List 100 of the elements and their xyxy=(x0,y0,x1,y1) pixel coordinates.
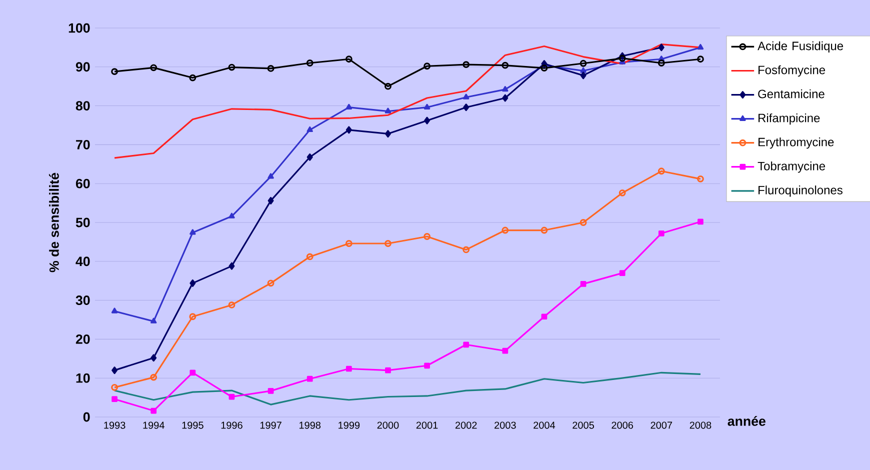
point xyxy=(580,219,587,226)
legend-label: Fluroquinolones xyxy=(758,186,842,197)
point xyxy=(502,226,509,234)
point xyxy=(384,130,391,138)
y-tick-label: 30 xyxy=(76,296,90,306)
point xyxy=(306,126,313,132)
point xyxy=(541,314,548,320)
point xyxy=(502,94,508,102)
point xyxy=(658,44,664,52)
y-tick-label: 80 xyxy=(76,101,90,111)
y-tick-label: 20 xyxy=(76,334,90,344)
point xyxy=(228,212,235,218)
point xyxy=(228,394,235,400)
x-tick-label: 1999 xyxy=(338,422,360,429)
y-tick-label: 70 xyxy=(76,140,90,150)
x-tick-label: 2001 xyxy=(416,422,438,429)
point xyxy=(190,370,196,376)
y-tick-label: 0 xyxy=(83,412,90,422)
point xyxy=(384,108,392,114)
legend-label: Acide Fusidique xyxy=(758,41,844,53)
x-tick-label: 1998 xyxy=(299,422,321,429)
point xyxy=(580,72,586,80)
x-axis-title: année xyxy=(728,416,766,426)
point xyxy=(190,229,196,235)
point xyxy=(462,61,470,68)
point xyxy=(346,366,352,372)
point xyxy=(658,168,665,175)
point xyxy=(384,82,392,90)
point xyxy=(190,279,196,287)
point xyxy=(150,374,158,381)
point xyxy=(658,230,664,236)
point xyxy=(306,376,313,382)
x-tick-label: 1994 xyxy=(143,422,164,429)
point xyxy=(424,104,430,110)
x-tick-label: 1996 xyxy=(221,422,242,429)
x-tick-label: 2006 xyxy=(612,422,634,429)
point xyxy=(385,367,391,374)
x-tick-label: 2002 xyxy=(455,422,477,429)
point xyxy=(580,60,587,67)
point xyxy=(228,64,236,71)
x-tick-label: 2008 xyxy=(690,422,712,429)
x-tick-label: 2005 xyxy=(572,422,594,429)
legend-label: Fosfomycine xyxy=(758,65,826,77)
x-tick-label: 1993 xyxy=(104,422,126,429)
point xyxy=(502,62,509,69)
point xyxy=(150,64,158,72)
x-tick-label: 2004 xyxy=(534,422,556,429)
point xyxy=(150,408,157,414)
point xyxy=(306,153,313,161)
point xyxy=(618,189,626,196)
y-tick-label: 40 xyxy=(76,256,90,266)
y-tick-label: 10 xyxy=(76,373,90,383)
point xyxy=(658,60,665,66)
point xyxy=(111,308,118,314)
y-tick-label: 100 xyxy=(68,23,90,33)
point xyxy=(228,262,235,270)
point xyxy=(462,94,470,100)
point xyxy=(345,240,352,247)
point xyxy=(540,226,548,234)
x-tick-label: 2000 xyxy=(377,422,399,429)
point xyxy=(189,74,196,82)
point xyxy=(697,44,704,50)
legend-label: Rifampicine xyxy=(758,113,820,125)
point xyxy=(502,86,508,92)
point xyxy=(306,60,314,66)
point xyxy=(463,104,470,112)
x-tick-label: 1997 xyxy=(260,422,282,429)
y-tick-label: 60 xyxy=(76,178,90,188)
y-tick-label: 50 xyxy=(76,218,90,228)
point xyxy=(424,62,431,70)
x-tick-label: 2007 xyxy=(650,422,672,429)
point xyxy=(580,281,586,287)
point xyxy=(463,342,470,348)
point xyxy=(268,173,274,179)
point xyxy=(268,388,274,394)
point xyxy=(150,318,157,324)
point xyxy=(424,116,430,124)
point xyxy=(228,301,236,308)
point xyxy=(580,67,586,73)
point xyxy=(345,56,352,63)
point xyxy=(267,64,274,72)
point xyxy=(619,270,626,276)
point xyxy=(189,313,196,320)
legend-label: Erythromycine xyxy=(758,137,834,149)
y-axis-title: % de sensibilité xyxy=(48,172,59,272)
point xyxy=(502,348,508,354)
x-tick-label: 1995 xyxy=(182,422,204,429)
x-tick-label: 2003 xyxy=(494,422,516,429)
legend-label: Tobramycine xyxy=(758,162,826,173)
point xyxy=(618,54,626,62)
point xyxy=(306,253,314,260)
point xyxy=(112,366,118,374)
point xyxy=(268,196,274,204)
point xyxy=(462,246,470,254)
point xyxy=(698,218,704,225)
point xyxy=(424,233,431,240)
point xyxy=(424,362,430,369)
point xyxy=(267,280,274,287)
point xyxy=(384,240,392,247)
y-tick-label: 90 xyxy=(76,62,90,72)
